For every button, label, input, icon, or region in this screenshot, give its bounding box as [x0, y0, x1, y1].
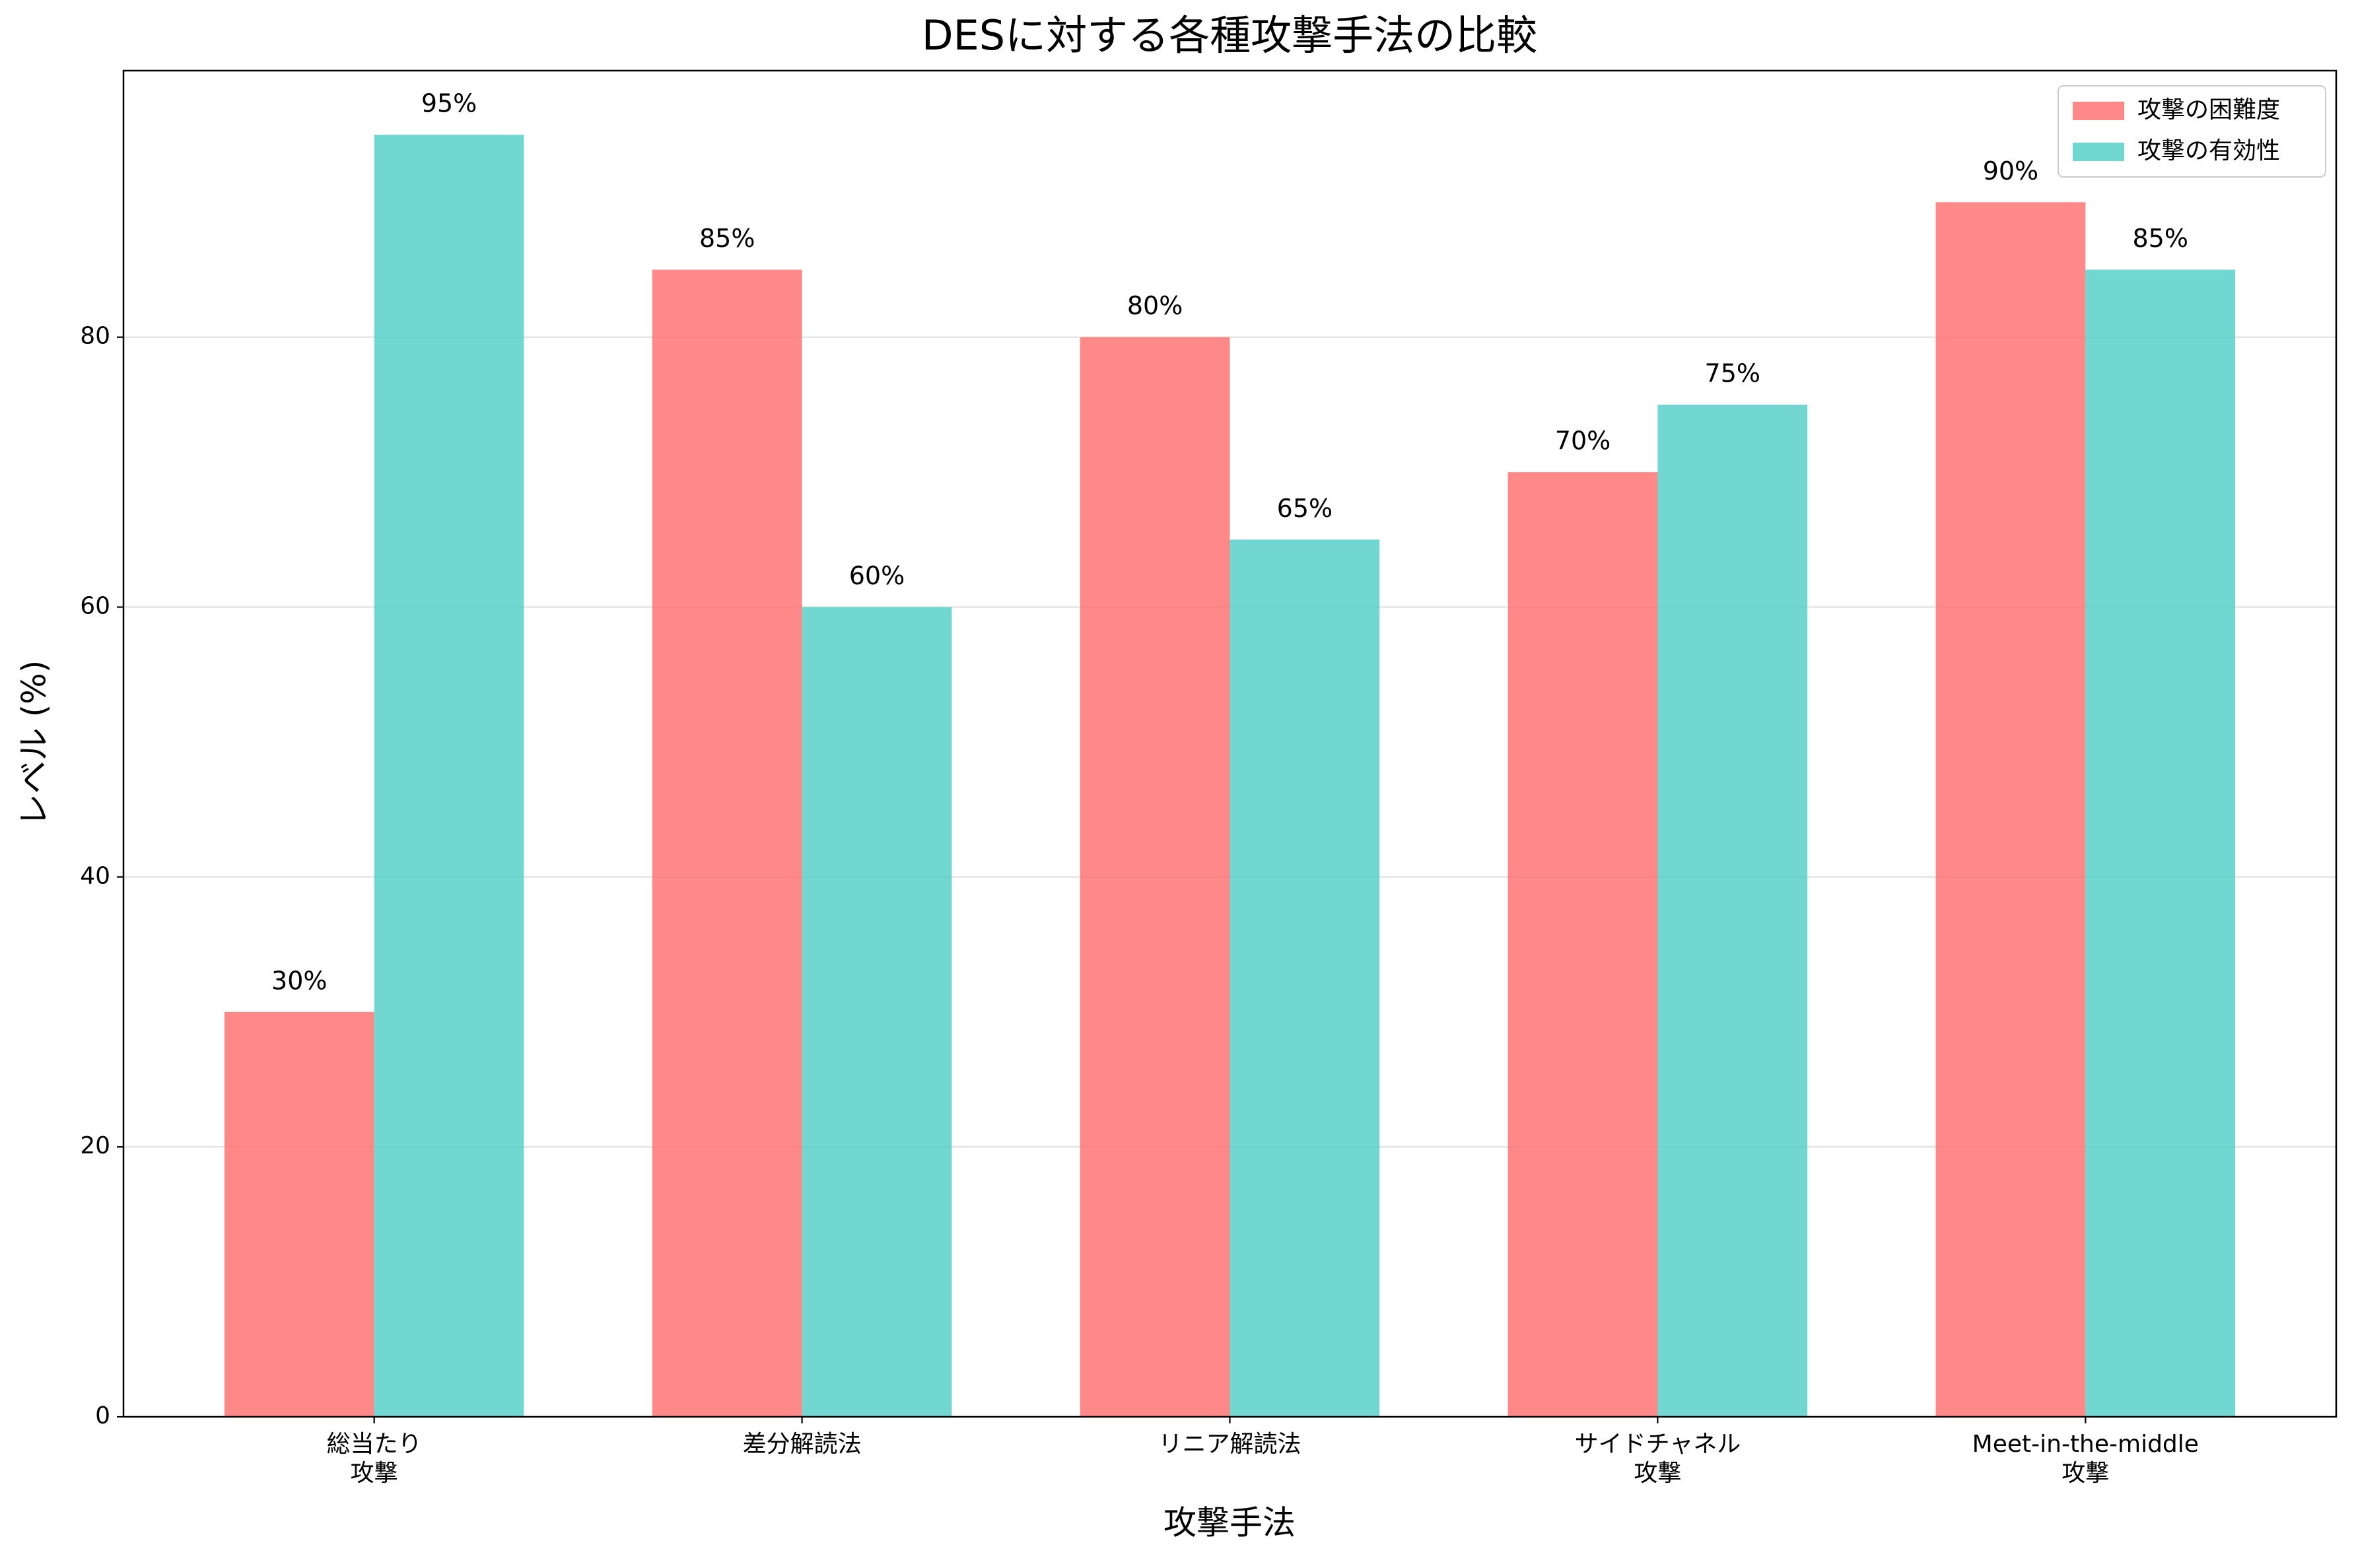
bar — [1657, 404, 1808, 1417]
bar — [2085, 269, 2236, 1417]
value-label: 75% — [1705, 358, 1760, 388]
bar — [1080, 337, 1230, 1417]
legend-box — [2058, 85, 2326, 178]
y-tick-label: 80 — [80, 323, 110, 350]
value-label: 30% — [271, 966, 327, 995]
legend-label: 攻撃の困難度 — [2137, 96, 2280, 123]
y-tick-label: 40 — [80, 862, 110, 889]
bar — [1230, 539, 1380, 1417]
bar — [224, 1011, 374, 1417]
y-tick-label: 20 — [80, 1132, 110, 1159]
x-tick-label: サイドチャネル 攻撃 — [1574, 1431, 1741, 1487]
x-tick-label: 総当たり 攻撃 — [326, 1431, 422, 1487]
legend-label: 攻撃の有効性 — [2137, 137, 2280, 164]
x-tick-label: 差分解読法 — [742, 1431, 862, 1458]
value-label: 85% — [699, 224, 755, 253]
bar — [374, 135, 524, 1417]
y-tick-label: 60 — [80, 593, 110, 620]
bar — [1507, 472, 1658, 1417]
x-tick-label: Meet-in-the-middle 攻撃 — [1972, 1431, 2199, 1487]
value-label: 60% — [849, 561, 905, 590]
bar — [802, 607, 952, 1417]
bar — [652, 269, 802, 1417]
value-label: 95% — [421, 89, 477, 118]
y-axis-label: レベル (%) — [15, 660, 53, 827]
legend-swatch — [2073, 102, 2124, 120]
value-label: 65% — [1277, 494, 1333, 523]
value-label: 70% — [1555, 426, 1611, 456]
y-tick-label: 0 — [95, 1402, 110, 1429]
value-label: 85% — [2132, 224, 2188, 253]
chart-title: DESに対する各種攻撃手法の比較 — [922, 11, 1537, 59]
value-label: 90% — [1983, 156, 2038, 186]
x-axis-label: 攻撃手法 — [1163, 1504, 1296, 1542]
plot-frame — [122, 69, 2338, 1418]
x-tick-label: リニア解読法 — [1158, 1431, 1301, 1458]
legend-swatch — [2073, 143, 2124, 161]
bar — [1935, 202, 2086, 1417]
value-label: 80% — [1127, 291, 1183, 320]
